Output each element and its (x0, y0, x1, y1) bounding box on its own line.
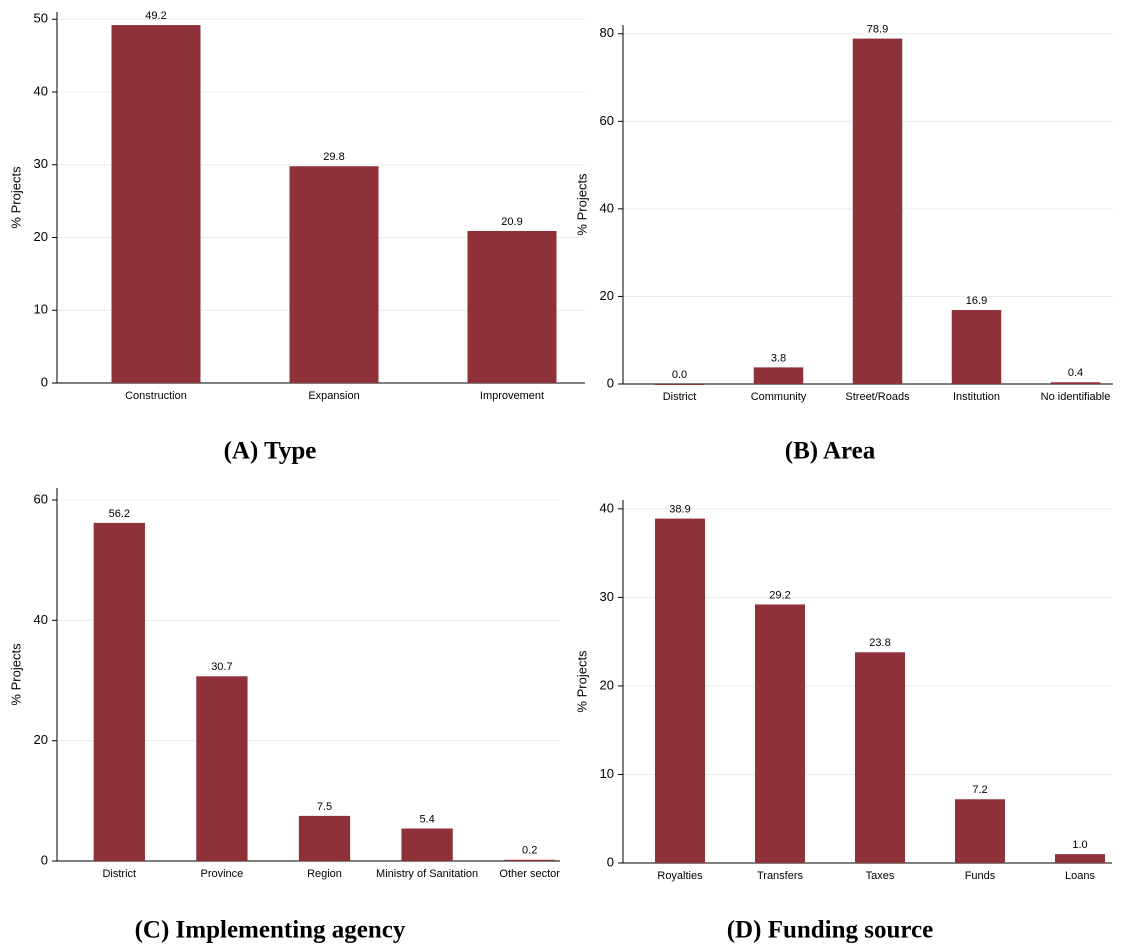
x-tick-label: Transfers (757, 870, 804, 882)
value-label: 16.9 (966, 295, 987, 307)
value-label: 29.8 (323, 151, 344, 163)
bar (755, 604, 805, 863)
bar (1050, 382, 1101, 384)
x-tick-label: Street/Roads (845, 391, 910, 403)
x-tick-label: Community (751, 391, 807, 403)
value-label: 3.8 (771, 352, 786, 364)
chart-title: (C) Implementing agency (135, 917, 406, 944)
value-label: 0.2 (522, 845, 537, 857)
y-tick-label: 20 (34, 732, 48, 747)
y-tick-label: 50 (34, 11, 48, 26)
bar (401, 828, 453, 861)
x-tick-label: Loans (1065, 870, 1095, 882)
value-label: 7.5 (317, 801, 332, 813)
value-label: 56.2 (109, 508, 130, 520)
x-tick-label: Expansion (308, 390, 359, 402)
bar (298, 815, 351, 861)
y-tick-label: 0 (41, 852, 48, 867)
y-tick-label: 20 (34, 229, 48, 244)
bar (855, 652, 905, 863)
bar (1055, 854, 1105, 863)
chart-title: (A) Type (224, 438, 317, 465)
y-tick-label: 0 (41, 374, 48, 389)
bar (289, 166, 379, 383)
y-tick-label: 20 (600, 288, 614, 303)
x-tick-label: Region (307, 868, 342, 880)
x-tick-label: Institution (953, 391, 1000, 403)
bar (654, 384, 705, 385)
x-tick-label: Funds (965, 870, 996, 882)
value-label: 30.7 (211, 661, 232, 673)
y-tick-label: 30 (600, 589, 614, 604)
value-label: 5.4 (419, 813, 434, 825)
x-tick-label: Construction (125, 390, 187, 402)
x-tick-label: Royalties (657, 870, 703, 882)
bar (93, 522, 145, 861)
x-tick-label: Ministry of Sanitation (376, 868, 478, 880)
x-tick-label: Improvement (480, 390, 544, 402)
y-tick-label: 40 (600, 500, 614, 515)
value-label: 38.9 (669, 503, 690, 515)
bar (951, 310, 1002, 384)
x-tick-label: Province (201, 868, 244, 880)
y-axis-label: % Projects (8, 166, 23, 229)
x-tick-label: District (102, 868, 136, 880)
y-tick-label: 30 (34, 156, 48, 171)
y-axis-label: % Projects (8, 643, 23, 706)
y-tick-label: 40 (34, 83, 48, 98)
value-label: 1.0 (1072, 839, 1087, 851)
bar (655, 518, 705, 863)
value-label: 23.8 (869, 637, 890, 649)
bar (852, 38, 903, 384)
bar (111, 25, 201, 384)
value-label: 7.2 (972, 784, 987, 796)
value-label: 49.2 (145, 10, 166, 22)
y-axis-label: % Projects (574, 650, 589, 713)
y-tick-label: 40 (34, 612, 48, 627)
y-tick-label: 60 (34, 491, 48, 506)
bar (753, 367, 804, 384)
value-label: 0.0 (672, 369, 687, 381)
y-tick-label: 80 (600, 25, 614, 40)
value-label: 20.9 (501, 216, 522, 228)
y-tick-label: 0 (607, 854, 614, 869)
value-label: 78.9 (867, 23, 888, 35)
x-tick-label: District (663, 391, 697, 403)
value-label: 0.4 (1068, 367, 1083, 379)
x-tick-label: No identifiable (1041, 391, 1111, 403)
y-tick-label: 10 (34, 302, 48, 317)
x-tick-label: Other sector (499, 868, 560, 880)
x-tick-label: Taxes (866, 870, 895, 882)
chart-title: (B) Area (785, 438, 876, 465)
y-tick-label: 60 (600, 113, 614, 128)
chart-title: (D) Funding source (727, 917, 934, 944)
bar (955, 799, 1005, 863)
y-tick-label: 20 (600, 677, 614, 692)
bar (504, 859, 556, 861)
y-tick-label: 40 (600, 200, 614, 215)
y-tick-label: 0 (607, 375, 614, 390)
y-tick-label: 10 (600, 766, 614, 781)
y-axis-label: % Projects (574, 173, 589, 236)
value-label: 29.2 (769, 589, 790, 601)
bar (196, 676, 248, 861)
bar (467, 230, 557, 383)
